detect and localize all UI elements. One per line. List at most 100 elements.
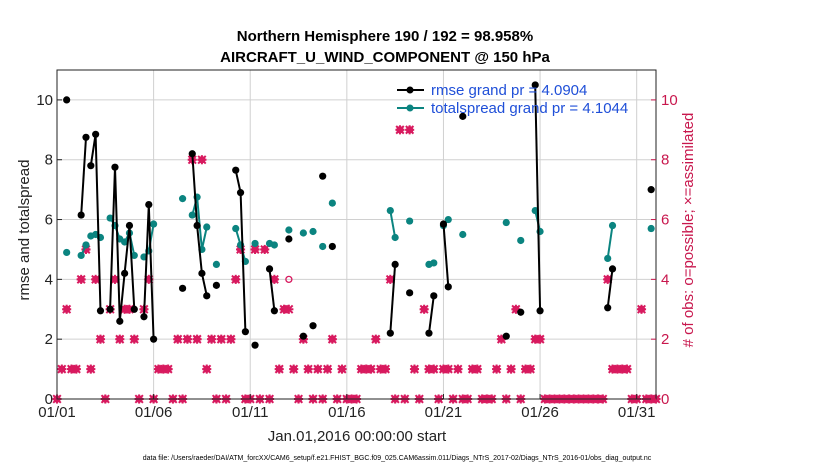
totalspread-point [106,214,114,222]
y2-tick-label: 4 [661,271,669,288]
totalspread-point [386,206,394,215]
rmse-point [241,328,249,336]
y-axis-right-ticks: 0 2 4 6 8 10 [651,92,678,408]
obs-assimilated-marker [429,364,439,374]
rmse-point [391,260,399,269]
obs-assimilated-marker [371,334,381,344]
x-tick-label: 01/06 [135,404,173,421]
rmse-point [193,221,201,230]
rmse-line-segment [389,264,397,334]
rmse-point [125,221,134,230]
totalspread-point [285,226,293,234]
rmse-point [232,166,240,174]
totalspread-point [319,242,327,251]
obs-assimilated-marker [86,364,96,374]
totalspread-point [328,199,336,207]
y2-tick-label: 6 [661,212,669,229]
series-lines [63,81,655,349]
obs-assimilated-marker [71,364,81,374]
rmse-point [145,200,153,209]
data-file-footnote: data file: /Users/raeder/DAI/ATM_forcXX/… [143,455,652,462]
rmse-point [188,150,196,158]
obs-assimilated-marker [197,155,207,165]
obs-assimilated-marker [443,364,453,374]
obs-assimilated-marker [409,364,420,374]
obs-count-markers [52,125,661,404]
obs-possible-marker [285,275,293,284]
totalspread-point [203,223,211,231]
obs-assimilated-marker [636,304,647,314]
plot-frame [56,69,657,400]
x-axis-label: Jan.01,2016 00:00:00 start [268,428,447,445]
y-tick-label: 6 [45,212,53,229]
rmse-point [444,283,452,291]
totalspread-point [82,241,90,249]
rmse-point [604,304,612,312]
obs-assimilated-marker [284,304,294,314]
y-tick-label: 0 [45,391,53,408]
legend-totalspread-marker [406,104,414,112]
x-axis-ticks: 01/01 01/06 01/11 01/16 01/21 01/26 01/31 [38,394,655,421]
obs-assimilated-marker [453,364,463,374]
obs-assimilated-marker [303,364,313,374]
obs-assimilated-marker [395,125,405,135]
obs-assimilated-marker [129,334,139,344]
rmse-line-segment [89,134,102,311]
rmse-point [265,265,274,273]
rmse-point [121,269,129,277]
rmse-point [63,96,71,104]
rmse-point [96,307,105,315]
obs-assimilated-marker [313,364,323,374]
totalspread-point [150,220,158,228]
obs-assimilated-marker [535,334,545,344]
obs-assimilated-marker [62,304,72,314]
chart-title: Northern Hemisphere 190 / 192 = 98.958% [237,28,533,45]
rmse-point [502,332,510,340]
rmse-point [212,281,221,289]
rmse-point [178,284,187,292]
totalspread-point [406,217,414,225]
obs-assimilated-marker [216,334,226,344]
rmse-line-segment [191,153,208,297]
rmse-point [270,307,278,315]
obs-assimilated-marker [95,334,106,344]
obs-assimilated-marker [472,364,482,374]
rmse-point [439,220,448,228]
rmse-line-segment [534,84,542,311]
x-tick-label: 01/31 [618,404,656,421]
obs-assimilated-marker [511,304,521,314]
obs-assimilated-marker [366,364,376,374]
rmse-point [299,332,307,340]
rmse-line-segment [442,223,450,287]
totalspread-point [430,259,438,267]
rmse-point [130,305,138,313]
totalspread-point [212,260,221,269]
obs-assimilated-marker [337,364,347,374]
obs-assimilated-marker [525,364,535,374]
y2-tick-label: 8 [661,152,669,169]
rmse-point [87,162,95,170]
rmse-line-segment [80,137,87,216]
obs-assimilated-marker [274,364,284,374]
rmse-point [406,289,414,297]
obs-assimilated-marker [506,364,516,374]
rmse-point [106,305,114,313]
rmse-point [203,292,211,300]
rmse-point [77,211,85,219]
rmse-point [251,341,259,349]
rmse-point [198,269,206,277]
rmse-line-segment [428,295,435,334]
rmse-point [116,317,124,325]
rmse-point [236,189,245,197]
obs-assimilated-marker [226,334,236,344]
totalspread-point [299,229,307,237]
y-tick-label: 10 [36,92,53,109]
x-tick-label: 01/01 [38,404,76,421]
obs-assimilated-marker [380,364,391,374]
rmse-point [140,313,148,321]
obs-assimilated-marker [76,274,86,284]
totalspread-point [391,233,399,242]
rmse-point [386,329,394,337]
rmse-point [430,292,438,300]
x-tick-label: 01/11 [232,404,268,421]
